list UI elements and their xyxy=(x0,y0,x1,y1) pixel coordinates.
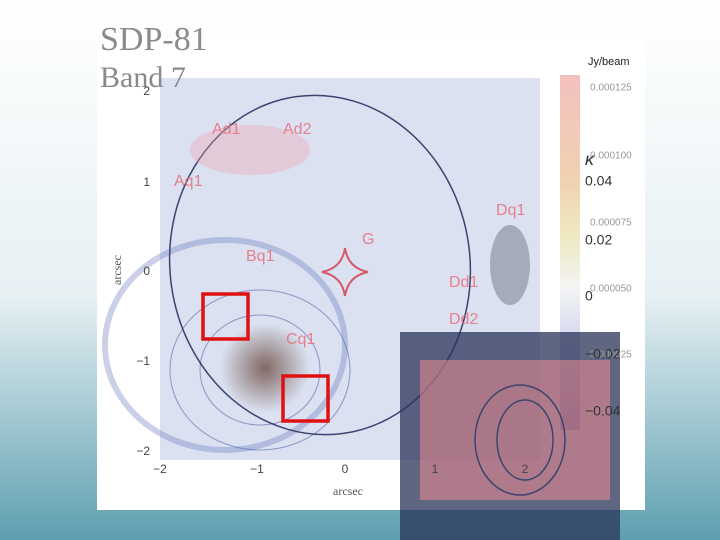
inset-map xyxy=(420,360,610,500)
inset-contour xyxy=(474,384,566,496)
x-tick-label: −1 xyxy=(250,462,264,476)
contours xyxy=(169,289,351,451)
image-label: Aq1 xyxy=(174,173,203,190)
arc xyxy=(490,225,530,305)
x-tick-label: 0 xyxy=(342,462,349,476)
source xyxy=(220,323,310,413)
y-tick-label: 0 xyxy=(143,264,150,278)
kappa-tick-label: 0.02 xyxy=(585,232,612,248)
image-label: Ad1 xyxy=(212,121,241,138)
arc xyxy=(190,125,310,175)
image-label: Dd2 xyxy=(449,311,478,328)
highlight-box xyxy=(281,374,330,423)
image-label: Dq1 xyxy=(496,202,525,219)
y-axis-label: arcsec xyxy=(110,255,124,285)
x-tick-label: 2 xyxy=(522,462,529,476)
colorbar-tick-label: 0.000025 xyxy=(590,350,632,361)
kappa-tick-label: 0.04 xyxy=(585,173,612,189)
slide-title: SDP-81 xyxy=(100,21,208,58)
kappa-tick-label: −0.02 xyxy=(585,346,621,362)
colorbar-tick-label: 0.000100 xyxy=(590,151,632,162)
colorbar-tick-label: 0.000050 xyxy=(590,284,632,295)
highlight-box xyxy=(201,292,250,341)
critical-curve xyxy=(168,94,472,436)
colorbar-tick-label: 0.000125 xyxy=(590,83,632,94)
y-tick-label: 2 xyxy=(143,84,150,98)
image-label: Ad2 xyxy=(283,121,312,138)
contours xyxy=(199,314,321,426)
colorbar-unit: Jy/beam xyxy=(588,56,630,68)
colorbar-tick-label: 0.000075 xyxy=(590,218,632,229)
image-label: Cq1 xyxy=(286,331,315,348)
kappa-tick-label: 0 xyxy=(585,288,593,304)
x-axis-label: arcsec xyxy=(333,484,363,498)
kappa-tick-label: −0.04 xyxy=(585,403,621,419)
y-tick-label: −1 xyxy=(136,354,150,368)
y-tick-label: −2 xyxy=(136,444,150,458)
image-label: Dd1 xyxy=(449,274,478,291)
kappa-symbol: κ xyxy=(585,149,595,169)
x-tick-label: 1 xyxy=(432,462,439,476)
x-tick-label: −2 xyxy=(153,462,167,476)
image-label: G xyxy=(362,231,374,248)
slide-subtitle: Band 7 xyxy=(100,61,186,94)
y-tick-label: 1 xyxy=(143,175,150,189)
inset-contour xyxy=(496,399,554,481)
image-label: Bq1 xyxy=(246,248,275,265)
caustic xyxy=(321,247,369,297)
